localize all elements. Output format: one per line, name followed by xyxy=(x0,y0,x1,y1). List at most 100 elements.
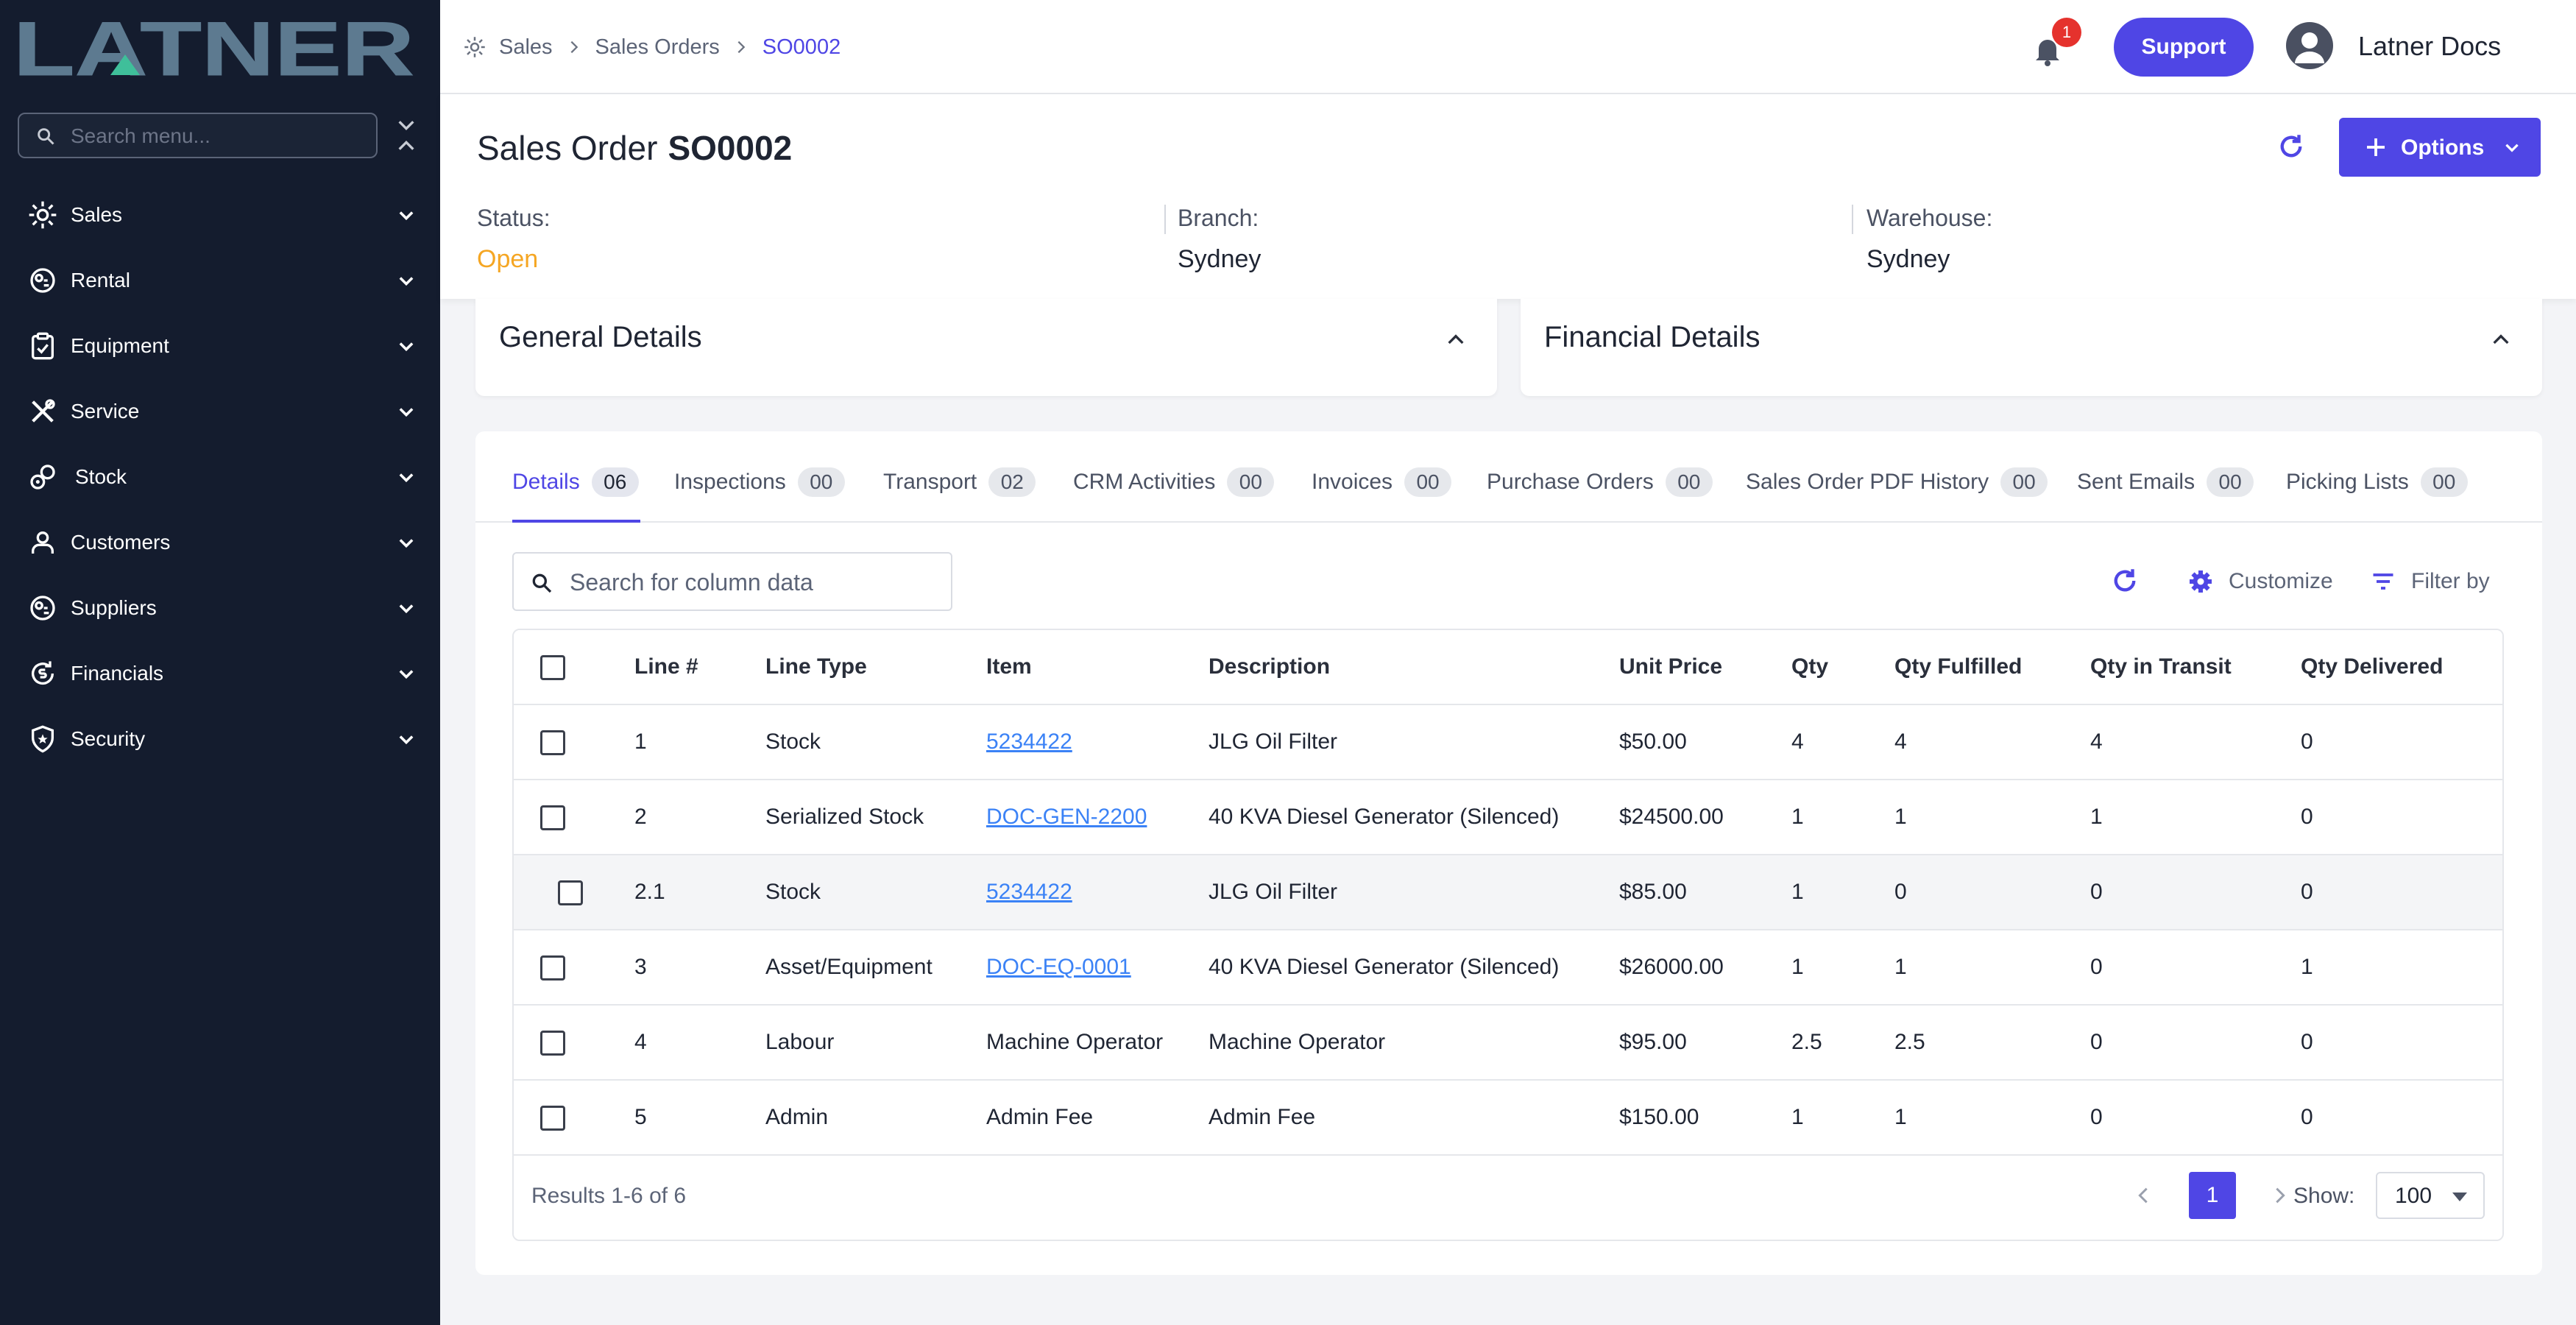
tab-purchase-orders[interactable]: Purchase Orders 00 xyxy=(1487,464,1713,501)
collapse-sidebar-icon[interactable] xyxy=(394,118,418,153)
latner-logo[interactable]: LATNER xyxy=(13,13,414,80)
breadcrumb-sales-orders[interactable]: Sales Orders xyxy=(595,35,720,59)
chevron-down-icon xyxy=(399,342,414,352)
column-header[interactable]: Item xyxy=(986,654,1032,679)
tab-transport[interactable]: Transport 02 xyxy=(883,464,1036,501)
column-header[interactable]: Description xyxy=(1209,654,1331,679)
row-checkbox[interactable] xyxy=(540,1106,565,1131)
sidebar-item-stock[interactable]: Stock xyxy=(0,448,440,506)
cell-line-type: Stock xyxy=(765,880,821,904)
financial-details-card[interactable]: Financial Details xyxy=(1521,299,2542,396)
cell-qty-fulfilled: 2.5 xyxy=(1894,1030,1925,1054)
cell-qty-fulfilled: 1 xyxy=(1894,1105,1907,1129)
cell-qty-transit: 4 xyxy=(2090,729,2103,754)
tab-details[interactable]: Details 06 xyxy=(512,464,639,501)
refresh-icon[interactable] xyxy=(2109,565,2140,596)
customize-button[interactable]: Customize xyxy=(2187,567,2333,596)
bell-icon[interactable] xyxy=(2030,32,2065,68)
row-checkbox[interactable] xyxy=(540,1031,565,1056)
column-header[interactable]: Qty Delivered xyxy=(2301,654,2444,679)
gear-icon xyxy=(2190,570,2212,593)
select-all-checkbox[interactable] xyxy=(540,655,565,680)
item-link[interactable]: 5234422 xyxy=(986,880,1072,904)
cell-qty-transit: 0 xyxy=(2090,955,2103,979)
column-header[interactable]: Line # xyxy=(634,654,698,679)
row-checkbox[interactable] xyxy=(540,955,565,981)
sidebar-item-rental[interactable]: Rental xyxy=(0,251,440,310)
sidebar-item-service[interactable]: Service xyxy=(0,382,440,441)
item-link[interactable]: 5234422 xyxy=(986,729,1072,754)
sidebar-search-input[interactable] xyxy=(71,120,365,152)
page-size-label: Show: xyxy=(2293,1184,2355,1208)
cell-qty-fulfilled: 1 xyxy=(1894,805,1907,829)
sidebar-item-label: Equipment xyxy=(71,334,169,357)
row-checkbox[interactable] xyxy=(540,730,565,755)
refresh-icon[interactable] xyxy=(2276,131,2307,162)
divider xyxy=(1164,205,1166,234)
breadcrumb: Sales Sales Orders SO0002 xyxy=(464,32,841,62)
column-header[interactable]: Qty xyxy=(1791,654,1829,679)
avatar[interactable] xyxy=(2286,22,2333,69)
status-field: Status: Open xyxy=(477,205,551,274)
item-link[interactable]: DOC-GEN-2200 xyxy=(986,805,1147,829)
page-title-prefix: Sales Order xyxy=(477,129,658,167)
column-search-input[interactable] xyxy=(570,565,938,599)
tab-sent-emails[interactable]: Sent Emails 00 xyxy=(2077,464,2254,501)
sidebar-item-customers[interactable]: Customers xyxy=(0,513,440,572)
sidebar-item-suppliers[interactable]: Suppliers xyxy=(0,579,440,637)
page-size-value: 100 xyxy=(2395,1184,2432,1208)
warehouse-field: Warehouse: Sydney xyxy=(1866,205,1992,274)
item-link[interactable]: DOC-EQ-0001 xyxy=(986,955,1131,979)
sidebar: LATNER Sales Rental Equipment Service St… xyxy=(0,0,440,1325)
tab-count: 00 xyxy=(2207,467,2254,497)
chevron-up-icon[interactable] xyxy=(1444,328,1468,352)
column-header[interactable]: Unit Price xyxy=(1619,654,1723,679)
chevron-left-icon[interactable] xyxy=(2133,1185,2154,1206)
table-row[interactable]: 1 Stock 5234422 JLG Oil Filter $50.00 4 … xyxy=(514,705,2502,780)
column-header[interactable]: Line Type xyxy=(765,654,867,679)
chevron-down-icon xyxy=(399,735,414,745)
cell-unit-price: $26000.00 xyxy=(1619,955,1724,979)
cell-line: 5 xyxy=(634,1105,647,1129)
row-checkbox[interactable] xyxy=(540,805,565,830)
chevron-up-icon[interactable] xyxy=(2489,328,2513,352)
user-name[interactable]: Latner Docs xyxy=(2358,31,2502,61)
chevron-down-icon xyxy=(399,211,414,221)
sidebar-item-financials[interactable]: Financials xyxy=(0,644,440,703)
sidebar-item-sales[interactable]: Sales xyxy=(0,186,440,244)
table-row[interactable]: 3 Asset/Equipment DOC-EQ-0001 40 KVA Die… xyxy=(514,930,2502,1006)
page-size-select[interactable]: 100 xyxy=(2376,1172,2485,1219)
table-row[interactable]: 2 Serialized Stock DOC-GEN-2200 40 KVA D… xyxy=(514,780,2502,855)
sidebar-item-label: Service xyxy=(71,400,140,423)
line-items-table: Line # Line Type Item Description Unit P… xyxy=(512,629,2504,1241)
caret-down-icon xyxy=(2452,1192,2467,1201)
cell-description: Machine Operator xyxy=(1209,1030,1386,1054)
chevron-right-icon[interactable] xyxy=(2270,1185,2290,1206)
row-checkbox[interactable] xyxy=(558,880,583,905)
cell-unit-price: $50.00 xyxy=(1619,729,1687,754)
results-count: Results 1-6 of 6 xyxy=(531,1184,687,1208)
tab-pdf-history[interactable]: Sales Order PDF History 00 xyxy=(1746,464,2048,501)
table-row-subline[interactable]: 2.1 Stock 5234422 JLG Oil Filter $85.00 … xyxy=(514,855,2502,930)
column-header[interactable]: Qty Fulfilled xyxy=(1894,654,2023,679)
sidebar-item-label: Suppliers xyxy=(71,596,157,619)
tab-picking-lists[interactable]: Picking Lists 00 xyxy=(2286,464,2468,501)
breadcrumb-sales[interactable]: Sales xyxy=(499,35,553,59)
branch-field: Branch: Sydney xyxy=(1178,205,1261,274)
options-button[interactable]: Options xyxy=(2339,118,2541,177)
sidebar-item-label: Security xyxy=(71,727,146,750)
column-header[interactable]: Qty in Transit xyxy=(2090,654,2232,679)
sidebar-item-equipment[interactable]: Equipment xyxy=(0,317,440,375)
page-button-current[interactable]: 1 xyxy=(2189,1172,2236,1219)
tab-label: Invoices xyxy=(1312,470,1393,494)
tab-crm-activities[interactable]: CRM Activities 00 xyxy=(1073,464,1275,501)
sidebar-item-security[interactable]: Security xyxy=(0,710,440,768)
supplier-icon xyxy=(30,596,55,621)
table-row[interactable]: 5 Admin Admin Fee Admin Fee $150.00 1 1 … xyxy=(514,1081,2502,1156)
tab-invoices[interactable]: Invoices 00 xyxy=(1312,464,1452,501)
table-row[interactable]: 4 Labour Machine Operator Machine Operat… xyxy=(514,1006,2502,1081)
filter-button[interactable]: Filter by xyxy=(2370,567,2490,596)
tab-inspections[interactable]: Inspections 00 xyxy=(674,464,845,501)
support-button[interactable]: Support xyxy=(2114,18,2254,77)
general-details-card[interactable]: General Details xyxy=(475,299,1497,396)
